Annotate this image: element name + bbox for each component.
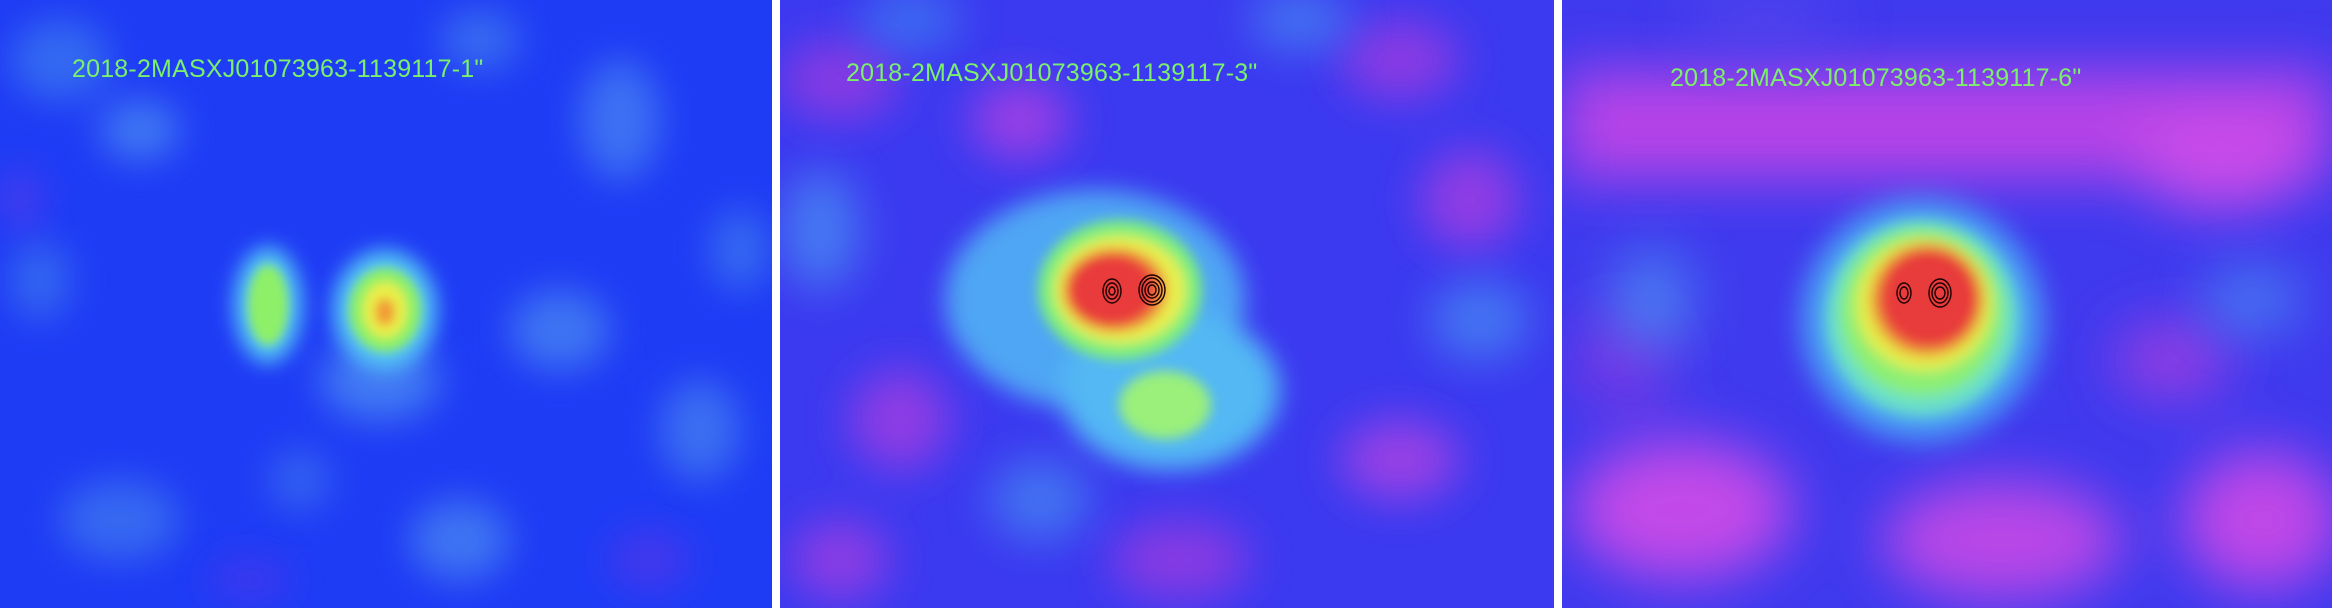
radio-map-panel-3: 2018-2MASXJ01073963-1139117-6" <box>1562 0 2332 608</box>
radio-map-image-2 <box>780 0 1554 608</box>
panel-label-3: 2018-2MASXJ01073963-1139117-6" <box>1670 64 2082 92</box>
panel-label-1: 2018-2MASXJ01073963-1139117-1" <box>72 55 484 83</box>
radio-map-image-3 <box>1562 0 2332 608</box>
contour-group-3 <box>1896 278 1952 308</box>
radio-map-panel-2: 2018-2MASXJ01073963-1139117-3" <box>780 0 1554 608</box>
radio-map-panel-1: 2018-2MASXJ01073963-1139117-1" <box>0 0 772 608</box>
panel-label-2: 2018-2MASXJ01073963-1139117-3" <box>846 59 1258 87</box>
radio-map-image-1 <box>0 0 772 608</box>
contour-group-2 <box>1102 274 1166 306</box>
